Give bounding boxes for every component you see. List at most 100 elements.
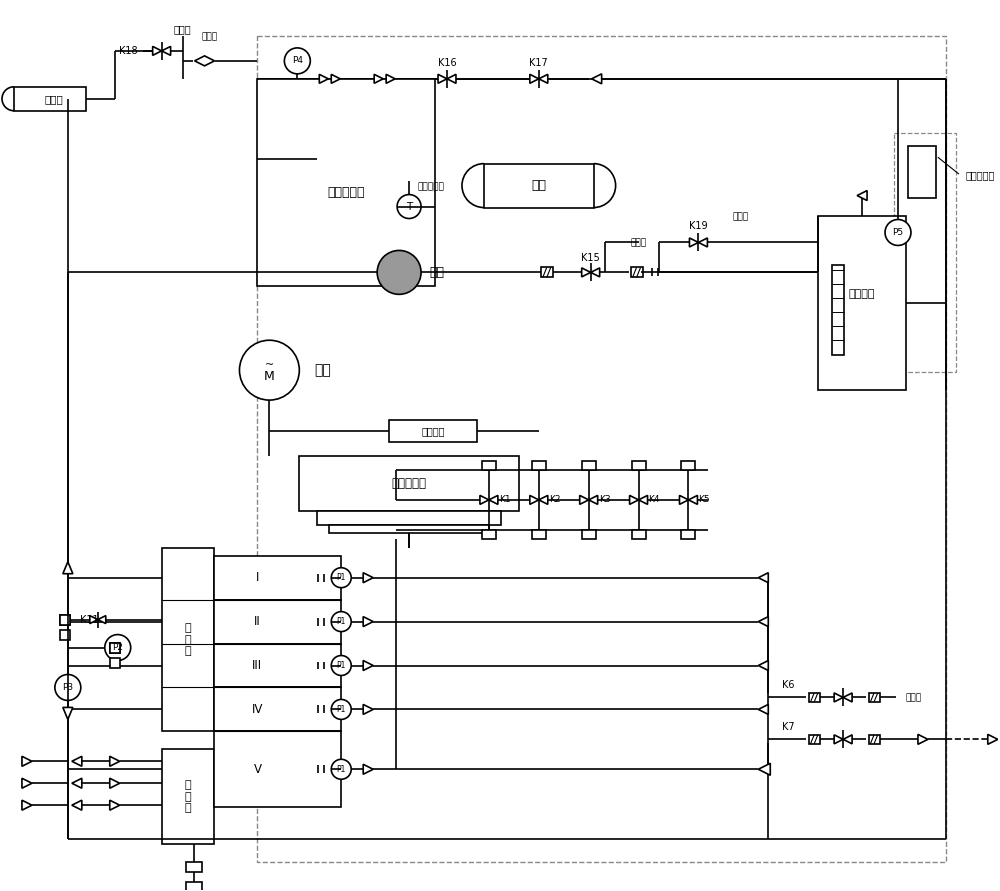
Text: K19: K19 (689, 222, 708, 232)
Bar (214, 556, 341, 600)
Bar (541, 267, 553, 277)
Polygon shape (162, 46, 171, 55)
Polygon shape (22, 800, 32, 810)
Text: 气源: 气源 (531, 179, 546, 192)
Text: 防虹吸装置: 防虹吸装置 (966, 170, 995, 181)
Text: 齿轮增速箱: 齿轮增速箱 (392, 477, 427, 490)
Polygon shape (110, 800, 120, 810)
Polygon shape (90, 616, 98, 624)
Bar (317, 511, 501, 525)
Bar (389, 420, 477, 442)
Bar (482, 461, 496, 470)
Polygon shape (689, 238, 698, 247)
Polygon shape (480, 495, 489, 504)
Text: V: V (253, 763, 261, 776)
Text: II: II (254, 615, 261, 628)
Text: 真空泵: 真空泵 (45, 94, 63, 103)
Bar (809, 693, 820, 702)
Bar (632, 530, 646, 539)
Bar (869, 735, 880, 744)
Bar (214, 643, 341, 688)
Text: K6: K6 (782, 681, 794, 691)
Polygon shape (110, 756, 120, 766)
Text: 供
油
箱: 供 油 箱 (184, 781, 191, 813)
Bar (110, 642, 120, 652)
Text: K17: K17 (529, 58, 548, 68)
Polygon shape (153, 46, 162, 55)
Text: K11: K11 (80, 615, 98, 625)
Bar (908, 145, 936, 198)
Polygon shape (679, 495, 688, 504)
Text: M: M (264, 370, 275, 382)
Text: 温度测量计: 温度测量计 (417, 182, 444, 191)
Text: K3: K3 (599, 495, 610, 504)
Bar (60, 630, 70, 640)
Bar (162, 749, 214, 844)
Text: 计量邮箱: 计量邮箱 (849, 289, 875, 299)
Polygon shape (195, 56, 215, 66)
Polygon shape (988, 734, 998, 744)
Bar (329, 525, 489, 533)
Bar (110, 642, 120, 652)
Polygon shape (758, 617, 768, 626)
Text: 通大气: 通大气 (630, 238, 647, 247)
Polygon shape (630, 495, 639, 504)
Circle shape (377, 250, 421, 294)
Polygon shape (539, 495, 548, 504)
Polygon shape (319, 74, 328, 84)
Text: K18: K18 (119, 45, 138, 56)
Polygon shape (489, 495, 498, 504)
Text: 通大气: 通大气 (906, 693, 922, 702)
Text: 加温滑油箱: 加温滑油箱 (327, 186, 365, 200)
Polygon shape (758, 660, 768, 671)
Circle shape (397, 194, 421, 218)
Polygon shape (22, 778, 32, 789)
Circle shape (331, 656, 351, 675)
Text: 电机: 电机 (314, 364, 331, 377)
Text: P1: P1 (337, 661, 346, 670)
Polygon shape (580, 495, 589, 504)
Bar (809, 735, 820, 744)
Polygon shape (592, 74, 602, 84)
Polygon shape (758, 705, 768, 715)
Bar (214, 688, 341, 732)
Polygon shape (363, 573, 373, 583)
Text: P4: P4 (292, 56, 303, 65)
Polygon shape (530, 74, 539, 84)
Polygon shape (72, 778, 82, 789)
Polygon shape (843, 735, 852, 744)
Text: 油滤: 油滤 (429, 266, 444, 279)
Bar (299, 456, 519, 511)
Polygon shape (110, 778, 120, 789)
Text: III: III (252, 659, 262, 672)
Bar (257, 36, 946, 862)
Text: 节流阀: 节流阀 (201, 32, 218, 41)
Circle shape (331, 759, 351, 780)
Polygon shape (374, 74, 383, 84)
Circle shape (284, 48, 310, 74)
Bar (681, 461, 695, 470)
Polygon shape (857, 191, 867, 200)
Polygon shape (758, 573, 768, 583)
Text: I: I (256, 571, 259, 584)
Text: ~: ~ (265, 360, 274, 370)
Polygon shape (22, 756, 32, 766)
Text: K16: K16 (438, 58, 456, 68)
Bar (482, 530, 496, 539)
Polygon shape (72, 756, 82, 766)
Text: P1: P1 (337, 573, 346, 582)
Polygon shape (582, 268, 591, 277)
Bar (532, 461, 546, 470)
Text: 回
油
滤: 回 油 滤 (184, 623, 191, 656)
Text: P1: P1 (337, 705, 346, 714)
Bar (186, 882, 202, 891)
Polygon shape (591, 268, 600, 277)
Text: P3: P3 (62, 683, 73, 692)
Text: K1: K1 (499, 495, 511, 504)
Bar (894, 133, 956, 372)
Text: K4: K4 (649, 495, 660, 504)
Circle shape (55, 674, 81, 700)
Bar (214, 732, 341, 807)
Text: P1: P1 (337, 764, 346, 773)
Polygon shape (447, 74, 456, 84)
